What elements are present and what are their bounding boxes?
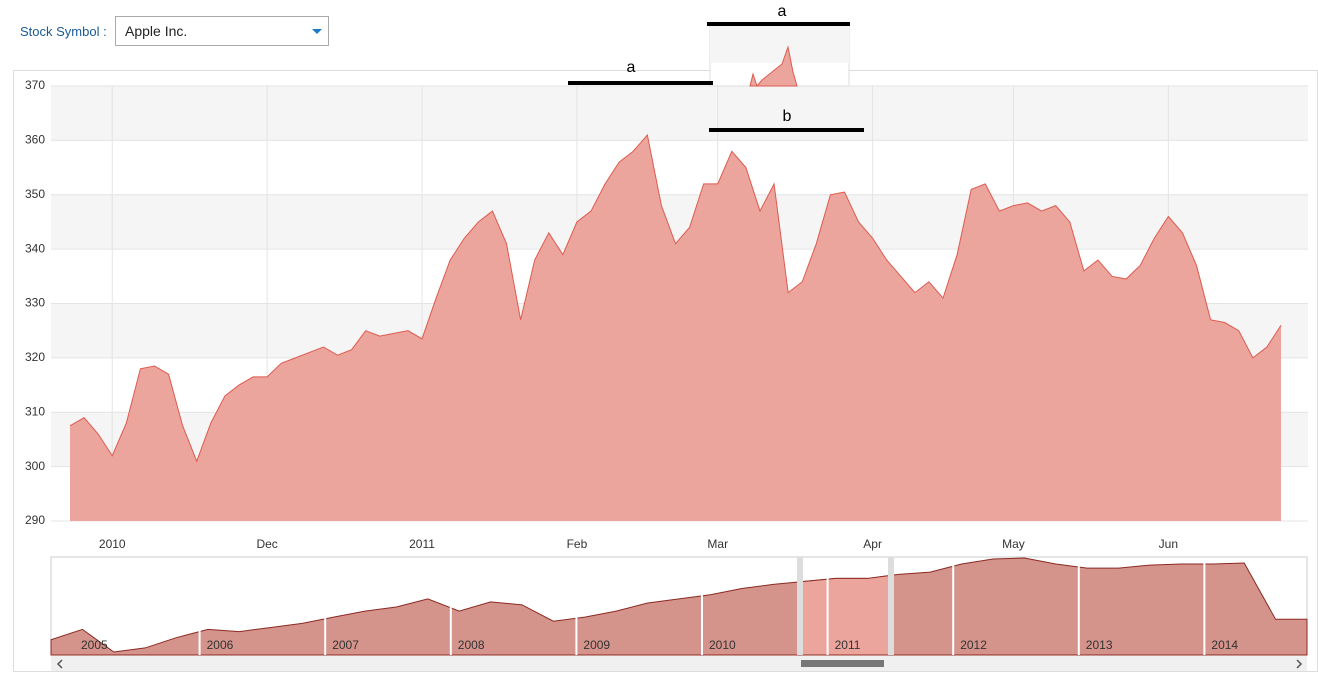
x-tick-label: Mar — [707, 537, 728, 551]
y-tick-label: 350 — [25, 187, 45, 201]
annotation: a — [778, 3, 787, 20]
scroll-thumb[interactable] — [801, 660, 884, 667]
navigator-frame — [50, 556, 1308, 656]
x-tick-label: Apr — [863, 537, 882, 551]
zoom-preview-band — [710, 26, 849, 63]
plot-band — [51, 303, 1308, 358]
annotation: b — [783, 108, 792, 125]
y-tick-label: 360 — [25, 133, 45, 147]
x-tick-label: 2011 — [409, 537, 435, 551]
y-tick-label: 330 — [25, 296, 45, 310]
navigator-label: 2014 — [1211, 638, 1238, 652]
x-tick-label: 2010 — [99, 537, 126, 551]
y-tick-label: 340 — [25, 241, 45, 255]
scrollbar[interactable] — [51, 656, 1307, 671]
scroll-right[interactable] — [1296, 659, 1303, 669]
navigator-handle[interactable] — [797, 557, 803, 655]
plot-band — [51, 86, 1308, 141]
zoom-preview-area — [749, 45, 798, 88]
x-tick-label: Feb — [567, 537, 588, 551]
navigator-label: 2011 — [835, 638, 861, 652]
plot-band — [51, 412, 1308, 467]
stock-symbol-select[interactable]: Apple Inc. — [115, 16, 329, 46]
navigator-label: 2005 — [81, 638, 108, 652]
navigator-label: 2007 — [332, 638, 359, 652]
navigator-handle[interactable] — [888, 557, 894, 655]
area-line — [69, 133, 1282, 463]
zoom-preview — [709, 25, 850, 87]
area — [70, 134, 1281, 521]
annotation: a — [627, 59, 636, 76]
y-tick-label: 370 — [25, 78, 45, 92]
stock-symbol-value: Apple Inc. — [125, 23, 188, 39]
navigator-label: 2012 — [960, 638, 987, 652]
dropdown-caret[interactable] — [312, 29, 322, 34]
y-tick-label: 310 — [25, 404, 45, 418]
navigator-selected-area — [803, 575, 888, 655]
plot-band — [51, 194, 1308, 250]
navigator-label: 2009 — [583, 638, 610, 652]
y-tick-label: 320 — [25, 350, 45, 364]
stock-symbol-label: Stock Symbol : — [20, 24, 107, 39]
navigator-label: 2013 — [1086, 638, 1113, 652]
navigator-area — [50, 557, 1308, 656]
navigator-label: 2008 — [458, 638, 485, 652]
y-tick-label: 300 — [25, 459, 45, 473]
x-tick-label: May — [1002, 537, 1025, 551]
x-tick-label: Jun — [1159, 537, 1178, 551]
x-tick-label: Dec — [256, 537, 277, 551]
chart-frame — [13, 70, 1318, 672]
navigator-label: 2006 — [207, 638, 234, 652]
scroll-left[interactable] — [56, 659, 63, 669]
navigator-label: 2010 — [709, 638, 736, 652]
y-tick-label: 290 — [25, 513, 45, 527]
